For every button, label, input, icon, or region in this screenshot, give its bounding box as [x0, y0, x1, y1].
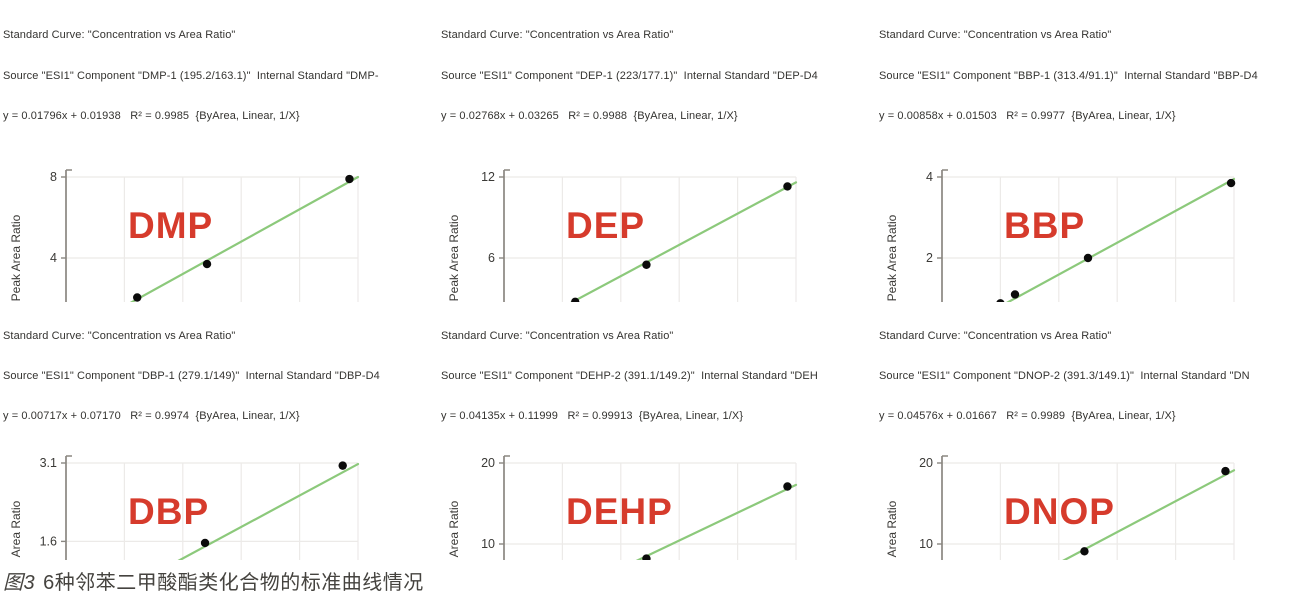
data-point — [1226, 178, 1236, 187]
data-point — [996, 298, 1005, 302]
data-point — [783, 181, 792, 191]
y-tick-label: 2 — [926, 251, 933, 265]
chart-header: Standard Curve: "Concentration vs Area R… — [438, 302, 876, 449]
header-equation: y = 0.01796x + 0.01938 R² = 0.9985 {ByAr… — [3, 110, 300, 122]
chart-header: Standard Curve: "Concentration vs Area R… — [438, 0, 876, 151]
header-source: Source "ESI1" Component "DEP-1 (223/177.… — [441, 69, 818, 82]
data-point — [200, 538, 210, 548]
compound-label: DNOP — [1004, 491, 1115, 532]
compound-label: BBP — [1004, 205, 1085, 246]
data-point — [571, 297, 580, 302]
data-point — [133, 292, 142, 302]
y-axis-label: Peak Area Ratio — [447, 214, 461, 301]
fit-line — [1005, 177, 1236, 302]
fit-line — [177, 463, 360, 560]
fit-line — [636, 484, 798, 560]
chart-dnop: 08216424632841001020ConcentrationPeak Ar… — [885, 455, 1236, 560]
chart-dep: 0821642463284100612ConcentrationPeak Are… — [447, 168, 798, 302]
chart-header: Standard Curve: "Concentration vs Area R… — [0, 302, 438, 449]
chart-grid: Standard Curve: "Concentration vs Area R… — [0, 0, 1314, 560]
y-axis-label: Peak Area Ratio — [885, 214, 899, 301]
y-tick-label: 6 — [488, 251, 495, 265]
y-tick-label: 4 — [926, 170, 933, 184]
y-tick-label: 1.6 — [40, 535, 57, 549]
y-tick-label: 4 — [50, 251, 57, 265]
data-point — [783, 482, 792, 491]
data-point — [338, 461, 347, 471]
y-axis-label: Peak Area Ratio — [447, 501, 461, 560]
figure-caption-text: 6种邻苯二甲酸酯类化合物的标准曲线情况 — [43, 572, 424, 594]
data-point — [1221, 467, 1230, 476]
header-title: Standard Curve: "Concentration vs Area R… — [3, 330, 236, 343]
chart-dmp: 082164246328410048ConcentrationPeak Area… — [9, 168, 360, 302]
chart-panel-dnop: Standard Curve: "Concentration vs Area R… — [876, 302, 1314, 560]
header-equation: y = 0.04135x + 0.11999 R² = 0.99913 {ByA… — [441, 409, 744, 422]
y-axis-label: Peak Area Ratio — [9, 501, 23, 560]
data-point — [345, 174, 354, 183]
y-tick-label: 20 — [919, 456, 933, 470]
header-source: Source "ESI1" Component "DEHP-2 (391.1/1… — [441, 370, 818, 383]
fit-line — [1062, 469, 1236, 560]
compound-label: DMP — [128, 205, 213, 246]
chart-header: Standard Curve: "Concentration vs Area R… — [876, 0, 1314, 151]
y-axis-label: Peak Area Ratio — [885, 501, 899, 560]
chart-panel-dbp: Standard Curve: "Concentration vs Area R… — [0, 302, 438, 560]
header-source: Source "ESI1" Component "DNOP-2 (391.3/1… — [879, 370, 1250, 383]
chart-panel-dehp: Standard Curve: "Concentration vs Area R… — [438, 302, 876, 560]
header-equation: y = 0.04576x + 0.01667 R² = 0.9989 {ByAr… — [879, 409, 1176, 422]
data-point — [642, 260, 651, 269]
header-title: Standard Curve: "Concentration vs Area R… — [3, 29, 236, 41]
compound-label: DEP — [566, 205, 645, 246]
figure-caption: 图3 6种邻苯二甲酸酯类化合物的标准曲线情况 — [3, 566, 1314, 595]
y-tick-label: 10 — [481, 537, 495, 551]
chart-panel-dep: Standard Curve: "Concentration vs Area R… — [438, 0, 876, 302]
header-equation: y = 0.00717x + 0.07170 R² = 0.9974 {ByAr… — [3, 409, 300, 422]
data-point — [1080, 547, 1089, 556]
chart-header: Standard Curve: "Concentration vs Area R… — [0, 0, 438, 151]
header-source: Source "ESI1" Component "DBP-1 (279.1/14… — [3, 370, 380, 383]
header-title: Standard Curve: "Concentration vs Area R… — [879, 29, 1112, 41]
data-point — [1083, 253, 1093, 262]
data-point — [202, 259, 212, 268]
figure-number: 图3 — [3, 572, 36, 594]
header-equation: y = 0.02768x + 0.03265 R² = 0.9988 {ByAr… — [441, 110, 738, 122]
chart-panel-bbp: Standard Curve: "Concentration vs Area R… — [876, 0, 1314, 302]
header-equation: y = 0.00858x + 0.01503 R² = 0.9977 {ByAr… — [879, 110, 1176, 122]
compound-label: DBP — [128, 491, 209, 532]
fit-line — [569, 180, 798, 302]
chart-bbp: 080160240320400024ConcentrationPeak Area… — [885, 168, 1236, 302]
chart-panel-dmp: Standard Curve: "Concentration vs Area R… — [0, 0, 438, 302]
header-title: Standard Curve: "Concentration vs Area R… — [441, 29, 674, 41]
y-tick-label: 3.1 — [40, 456, 57, 470]
y-tick-label: 20 — [481, 456, 495, 470]
header-source: Source "ESI1" Component "DMP-1 (195.2/16… — [3, 69, 379, 82]
header-source: Source "ESI1" Component "BBP-1 (313.4/91… — [879, 69, 1258, 82]
y-tick-label: 10 — [919, 537, 933, 551]
chart-dehp: 08216424632841001020ConcentrationPeak Ar… — [447, 455, 798, 560]
fit-line — [128, 175, 360, 302]
chart-dbp: 0841682523364200.01.63.1ConcentrationPea… — [9, 455, 360, 560]
y-tick-label: 8 — [50, 170, 57, 184]
header-title: Standard Curve: "Concentration vs Area R… — [441, 330, 674, 343]
y-axis-label: Peak Area Ratio — [9, 214, 23, 301]
header-title: Standard Curve: "Concentration vs Area R… — [879, 330, 1112, 343]
data-point — [1010, 289, 1020, 299]
chart-header: Standard Curve: "Concentration vs Area R… — [876, 302, 1314, 449]
y-tick-label: 12 — [481, 170, 495, 184]
compound-label: DEHP — [566, 491, 673, 532]
data-point — [642, 554, 651, 560]
